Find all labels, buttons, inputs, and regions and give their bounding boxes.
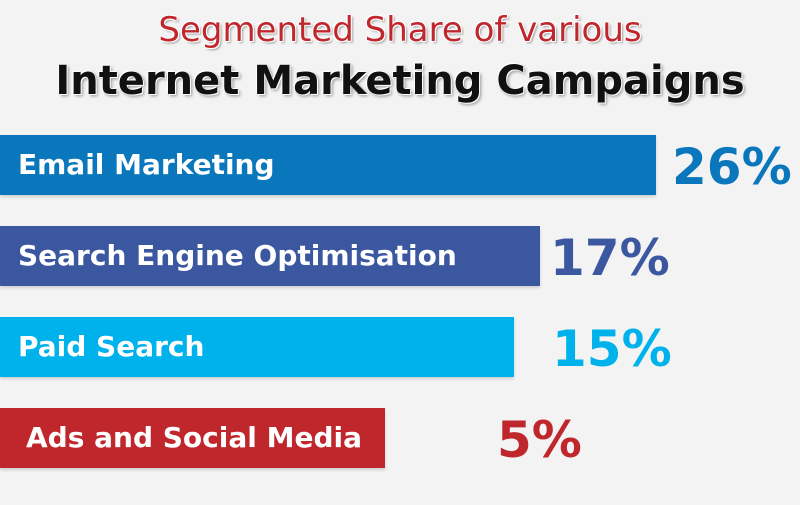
bar-search-engine-optimisation	[0, 226, 540, 286]
bar-value-label: 17%	[550, 229, 670, 287]
bar-label: Email Marketing	[18, 148, 275, 181]
bar-value-label: 26%	[672, 138, 792, 196]
bar-email-marketing	[0, 135, 656, 195]
bar-label: Ads and Social Media	[26, 421, 362, 454]
bar-label: Search Engine Optimisation	[18, 239, 457, 272]
bar-label: Paid Search	[18, 330, 205, 363]
chart-title: Segmented Share of various	[158, 10, 642, 50]
bar-paid-search	[0, 317, 514, 377]
bar-value-label: 5%	[497, 411, 582, 469]
chart-subtitle: Internet Marketing Campaigns	[55, 58, 745, 104]
bar-value-label: 15%	[552, 320, 672, 378]
bar-ads-and-social-media	[0, 408, 385, 468]
